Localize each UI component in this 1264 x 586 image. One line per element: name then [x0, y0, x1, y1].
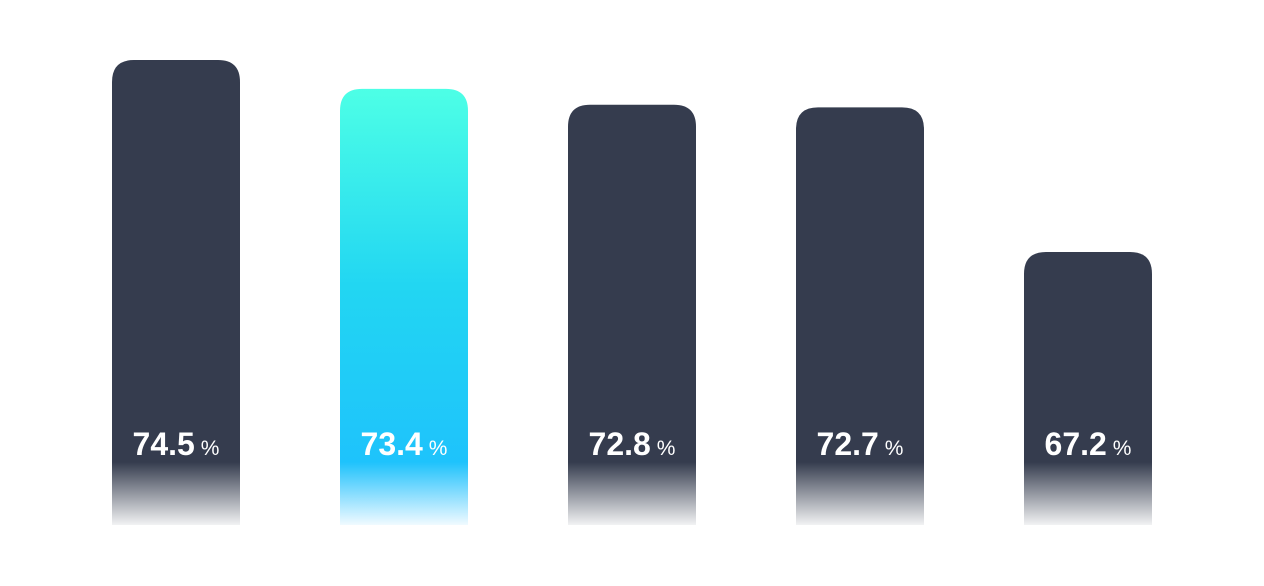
bar: [112, 60, 240, 525]
value-unit: %: [429, 437, 448, 460]
value-label: 72.8%: [589, 426, 676, 462]
value-label: 74.5%: [133, 426, 220, 462]
bar: [568, 104, 696, 525]
value-unit: %: [657, 437, 676, 460]
value-number: 72.8: [589, 426, 651, 462]
bar: [796, 107, 924, 525]
bar-fade: [112, 462, 240, 526]
value-number: 72.7: [817, 426, 879, 462]
value-unit: %: [885, 437, 904, 460]
value-number: 73.4: [361, 426, 423, 462]
value-label: 67.2%: [1045, 426, 1132, 462]
bar: [1024, 252, 1152, 525]
value-label: 73.4%: [361, 426, 448, 462]
bar: [340, 88, 468, 525]
value-unit: %: [1113, 437, 1132, 460]
value-unit: %: [201, 437, 220, 460]
bar-fade: [796, 462, 924, 526]
bar-fade: [568, 462, 696, 526]
value-number: 74.5: [133, 426, 195, 462]
bar-fade: [1024, 462, 1152, 526]
value-number: 67.2: [1045, 426, 1107, 462]
bar-fade: [340, 462, 468, 526]
value-label: 72.7%: [817, 426, 904, 462]
